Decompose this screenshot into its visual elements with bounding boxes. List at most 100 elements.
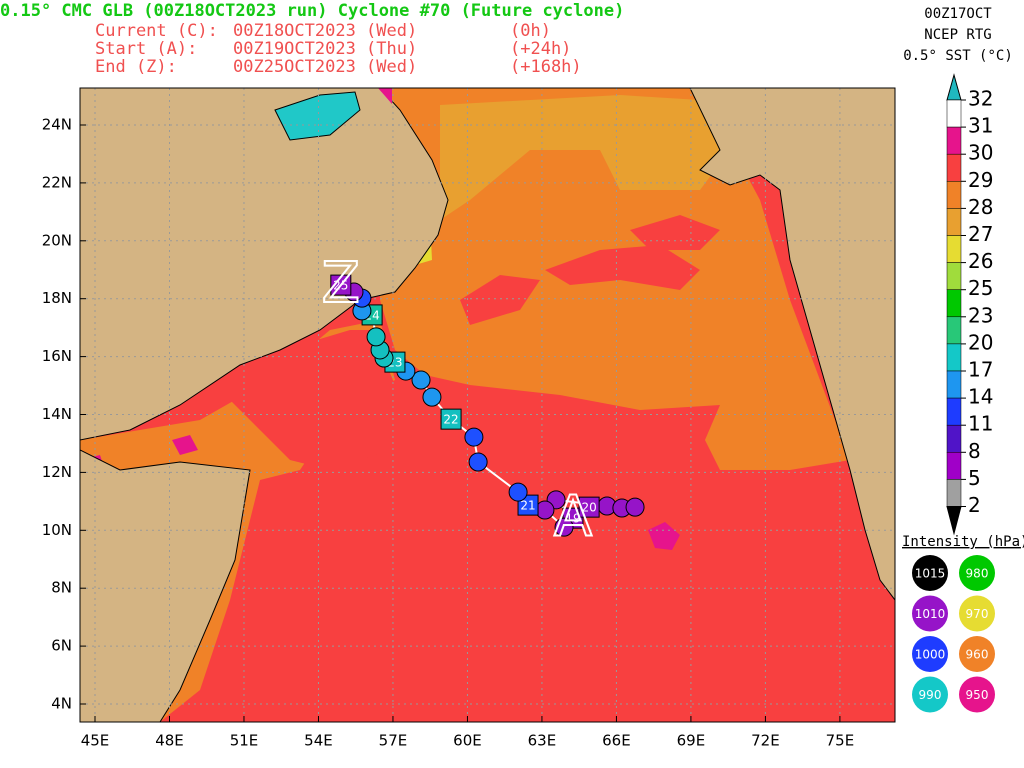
intensity-label: 1000: [915, 648, 946, 662]
track-point: [468, 452, 488, 472]
colorbar-label: 8: [968, 439, 981, 463]
sst-30: [460, 275, 540, 325]
y-tick-label: 10N: [42, 521, 72, 539]
track-day-label: 25: [333, 279, 348, 293]
intensity-label: 970: [966, 607, 989, 621]
colorbar-segment: [946, 370, 962, 399]
x-tick-label: 45E: [81, 732, 110, 750]
land-india: [689, 88, 895, 601]
y-tick-label: 12N: [42, 463, 72, 481]
map: [80, 88, 895, 722]
intensity-swatch: [912, 595, 948, 632]
colorbar-segment: [946, 153, 962, 182]
grid: [80, 88, 895, 722]
colorbar-segment: [946, 99, 962, 128]
intensity-swatch: [959, 636, 995, 672]
x-tick-label: 66E: [602, 732, 631, 750]
colorbar-segment: [946, 208, 962, 236]
track-point: [554, 517, 574, 537]
colorbar-segment: [946, 181, 962, 209]
x-tick-label: 69E: [677, 732, 706, 750]
x-tick-label: 57E: [379, 732, 408, 750]
colorbar-label: 29: [968, 168, 993, 192]
colorbar-label: 2: [968, 493, 981, 517]
intensity-swatch: [959, 555, 995, 591]
axes: 45E 48E 51E 54E 57E 60E 63E 66E 69E 72E 75E 4N 6N 8N 1…: [42, 116, 855, 750]
sst-legend-text: 0.5° SST (°C): [903, 48, 1013, 64]
track-point: [366, 327, 386, 347]
colorbar-segment: [946, 289, 962, 318]
track-point: [625, 497, 645, 517]
track-point: [330, 274, 352, 296]
track-day-label: 22: [443, 413, 458, 427]
colorbar-segment: [946, 316, 962, 345]
track-point: [411, 370, 431, 390]
land-africa: [80, 449, 251, 722]
y-tick-label: 22N: [42, 173, 72, 191]
y-tick-label: 24N: [42, 116, 72, 134]
sst-30: [230, 330, 420, 470]
header-text: 00Z19OCT2023 (Thu): [233, 39, 417, 59]
colorbar-segment: [946, 343, 962, 372]
start-marker: A: [554, 484, 592, 549]
sst-31: [648, 522, 680, 550]
track-point: [508, 482, 528, 502]
colorbar-segment: [946, 479, 962, 507]
track-point: [578, 496, 600, 518]
colorbar-label: 26: [968, 249, 993, 273]
colorbar-segment: [946, 126, 962, 155]
colorbar-arrow: [946, 506, 962, 536]
intensity-legend: Intensity (hPa): 1015 980 1010 970 1000 960 99…: [902, 534, 1024, 713]
sst-31: [378, 88, 392, 104]
x-tick-label: 72E: [751, 732, 780, 750]
x-tick-label: 54E: [304, 732, 333, 750]
sst-30: [630, 215, 720, 250]
land-arabia: [80, 88, 449, 441]
colorbar-label: 11: [968, 412, 993, 436]
x-tick-label: 51E: [230, 732, 259, 750]
y-tick-label: 18N: [42, 289, 72, 307]
x-tick-label: 48E: [155, 732, 184, 750]
header-text: 00Z25OCT2023 (Wed): [233, 57, 417, 77]
colorbar-label: 25: [968, 276, 993, 300]
colorbar-label: 14: [968, 385, 993, 409]
track-day-label: 20: [581, 501, 596, 515]
colorbar-label: 27: [968, 222, 993, 246]
intensity-swatch: [912, 636, 948, 672]
title: 0.15° CMC GLB (00Z18OCT2023 run) Cyclone…: [0, 1, 624, 21]
sst-30: [545, 245, 700, 290]
track-day-label: 21: [520, 499, 535, 513]
intensity-label: 1010: [915, 607, 946, 621]
colorbar-label: 20: [968, 330, 993, 354]
y-tick-label: 20N: [42, 231, 72, 249]
colorbar-arrow: [946, 73, 962, 101]
x-tick-label: 60E: [453, 732, 482, 750]
end-marker: Z: [322, 251, 360, 316]
track-point: [464, 427, 484, 447]
sst-legend-text: NCEP RTG: [924, 27, 991, 43]
header-text: Start (A):: [95, 39, 197, 59]
y-tick-label: 4N: [51, 695, 72, 713]
colorbar-label: 28: [968, 195, 993, 219]
header-text: End (Z):: [95, 57, 177, 77]
header-text: (+168h): [510, 57, 582, 77]
y-tick-label: 6N: [51, 637, 72, 655]
intensity-title: Intensity (hPa):: [902, 534, 1024, 550]
colorbar-segment: [946, 452, 962, 480]
y-tick-label: 16N: [42, 347, 72, 365]
colorbar-segment: [946, 397, 962, 426]
header-text: (+24h): [510, 39, 571, 59]
persian-gulf: [274, 91, 361, 141]
header-text: 00Z18OCT2023 (Wed): [233, 21, 417, 41]
intensity-label: 960: [966, 648, 989, 662]
intensity-swatch: [912, 555, 948, 591]
header-lines: Current (C): 00Z18OCT2023 (Wed) (0h) Start …: [95, 21, 582, 77]
track-point: [422, 387, 442, 407]
y-tick-label: 8N: [51, 579, 72, 597]
x-tick-label: 63E: [528, 732, 557, 750]
intensity-label: 950: [966, 688, 989, 702]
intensity-label: 1015: [915, 567, 946, 581]
sst-28: [440, 95, 730, 220]
